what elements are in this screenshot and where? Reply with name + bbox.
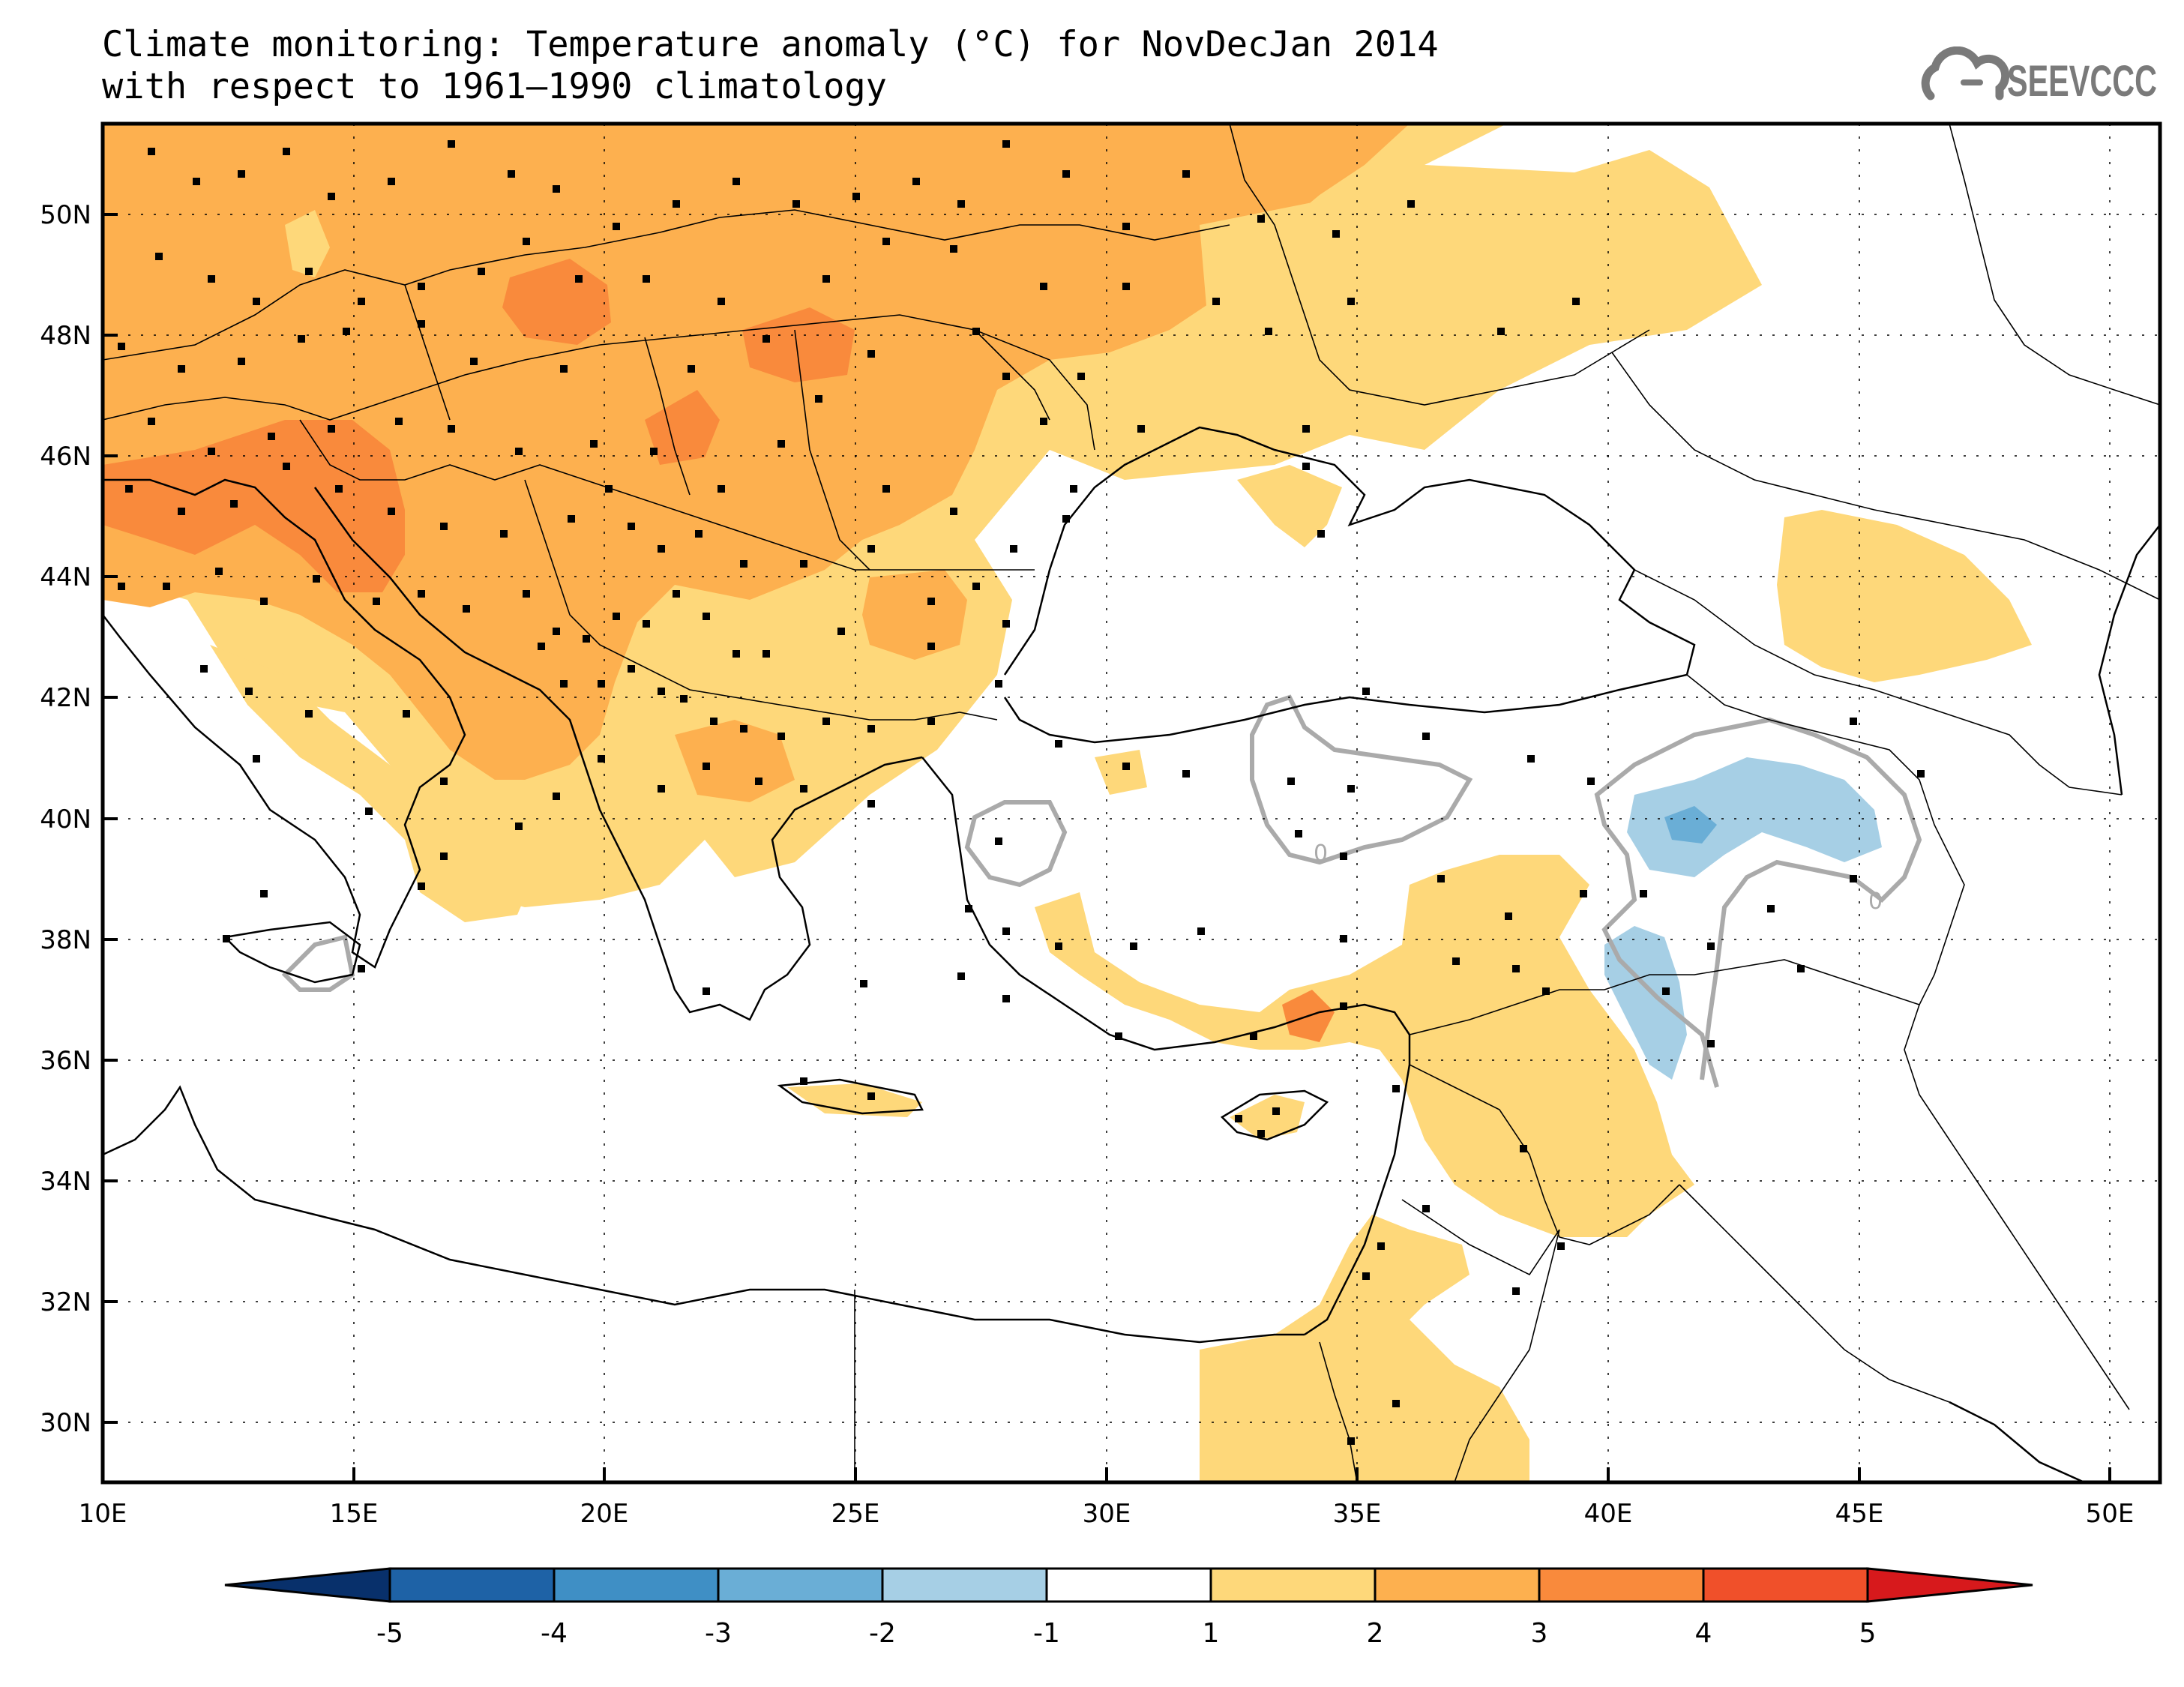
anomaly-zone-1-2-syria (1035, 855, 1694, 1237)
colorbar-swatch-8 (1538, 1567, 1705, 1603)
colorbar-label-4: -2 (869, 1618, 896, 1649)
anomaly-zone-3-4-hungary (645, 390, 720, 465)
coastline-anatolia-south (921, 757, 1411, 1336)
anomaly-zone-2-3-rhodopes (862, 570, 967, 660)
lon-label-35: 35E (1333, 1499, 1382, 1529)
anomaly-zone-2-3-balkans (675, 720, 795, 802)
colorbar-label-8: 3 (1531, 1618, 1548, 1649)
lon-label-25: 25E (831, 1499, 880, 1529)
zero-contour-label-2: 0 (1868, 888, 1883, 915)
lat-label-36: 36N (40, 1046, 91, 1076)
colorbar-swatch-7 (1374, 1567, 1541, 1603)
coastlines (103, 426, 2160, 1482)
colorbar-label-10: 5 (1859, 1618, 1877, 1649)
colorbar-label-5: -1 (1033, 1618, 1060, 1649)
colorbar-label-7: 2 (1367, 1618, 1384, 1649)
lon-label-40: 40E (1584, 1499, 1633, 1529)
lat-label-34: 34N (40, 1167, 91, 1197)
colorbar-label-9: 4 (1695, 1618, 1712, 1649)
title-line-1: Climate monitoring: Temperature anomaly … (102, 24, 1439, 65)
coastline-balkan-adriatic (313, 487, 923, 1021)
lat-label-46: 46N (40, 442, 91, 472)
zero-contour-east (1594, 717, 1922, 1088)
lat-label-38: 38N (40, 925, 91, 955)
anomaly-zone-3-4-slovakia (502, 259, 611, 345)
anomaly-zone-1-2-alps (285, 210, 330, 277)
zero-contour-central-anatolia (1250, 694, 1473, 865)
map-title: Climate monitoring: Temperature anomaly … (102, 24, 1439, 108)
colorbar-swatch-9 (1702, 1567, 1869, 1603)
coastline-black-sea (1003, 426, 1696, 744)
seevccc-logo: SEEVCCC (1921, 46, 2157, 106)
lat-label-48: 48N (40, 321, 91, 351)
anomaly-zone-1-2-marmara (1095, 750, 1147, 795)
colorbar-swatch-6 (1209, 1567, 1377, 1603)
anomaly-fields (103, 124, 2032, 1482)
anomaly-zone-1-2-caucasus (1777, 510, 2032, 682)
coastline-italy-adriatic (103, 478, 466, 969)
axis-ticks (103, 213, 2111, 1482)
station-markers (118, 140, 1925, 1445)
lat-label-30: 30N (40, 1408, 91, 1438)
colorbar-label-2: -4 (541, 1618, 568, 1649)
coastline-crete (777, 1078, 924, 1115)
colorbar-swatch-2 (553, 1567, 720, 1603)
map-frame (100, 121, 2162, 1485)
coastline-persian-gulf (1949, 1401, 2085, 1482)
anomaly-zone-1-2-crete (787, 1083, 922, 1117)
anomaly-zone-3-4-carpathians (742, 307, 855, 382)
lat-label-50: 50N (40, 200, 91, 230)
colorbar-label-6: 1 (1203, 1618, 1220, 1649)
lon-label-15: 15E (330, 1499, 379, 1529)
logo-text: SEEVCCC (2007, 57, 2157, 106)
cloud-logo-icon (1921, 46, 2010, 100)
lat-label-40: 40N (40, 805, 91, 835)
lon-label-10: 10E (79, 1499, 127, 1529)
coastline-caspian (2098, 524, 2160, 796)
country-borders (103, 124, 2160, 1482)
lon-label-45: 45E (1835, 1499, 1884, 1529)
anomaly-zone-1-2-poland (1200, 195, 1395, 337)
colorbar-swatch-3 (717, 1567, 884, 1603)
coastline-north-africa (103, 1085, 1305, 1344)
coastline-cyprus (1220, 1089, 1329, 1141)
anomaly-zone-1-2-italy (210, 645, 540, 922)
colorbar-label-3: -3 (705, 1618, 732, 1649)
colorbar-arrow-left (224, 1567, 391, 1603)
zero-contours (281, 694, 1922, 1088)
anomaly-zone-1-2-crimea (1237, 465, 1342, 547)
anomaly-zone-1-2-cyprus (1230, 1095, 1305, 1140)
colorbar-swatch-5 (1045, 1567, 1212, 1603)
lat-label-42: 42N (40, 683, 91, 713)
zero-contour-label-1: 0 (1314, 841, 1328, 867)
anomaly-zone-1-2-sinai (1200, 1215, 1529, 1482)
anomaly-zone-neg-2-3-core (1664, 806, 1717, 844)
anomaly-zone-2-3 (103, 124, 1410, 780)
colorbar-swatch-4 (881, 1567, 1048, 1603)
coastline-sicily (223, 921, 361, 984)
colorbar-swatch-1 (388, 1567, 556, 1603)
lon-label-20: 20E (580, 1499, 629, 1529)
colorbar: -5 -4 -3 -2 -1 1 2 3 4 5 (224, 1567, 2033, 1649)
title-line-2: with respect to 1961–1990 climatology (102, 66, 887, 107)
colorbar-arrow-right (1866, 1567, 2033, 1603)
lon-label-50: 50E (2086, 1499, 2135, 1529)
zero-contour-west-anatolia (964, 800, 1068, 888)
lon-label-30: 30E (1083, 1499, 1131, 1529)
colorbar-label-1: -5 (376, 1618, 403, 1649)
lat-label-32: 32N (40, 1287, 91, 1317)
anomaly-zone-neg-1-2-east (1627, 757, 1882, 877)
lat-label-44: 44N (40, 562, 91, 592)
